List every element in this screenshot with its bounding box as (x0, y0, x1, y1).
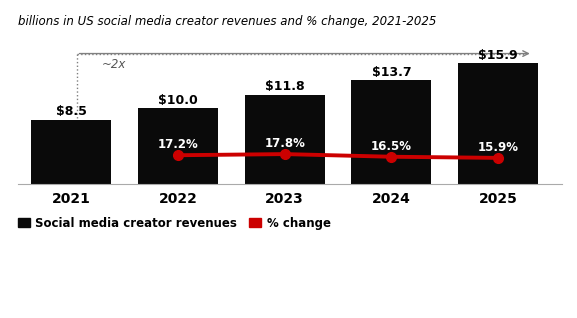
Bar (458, 63, 538, 184)
Text: ~2x: ~2x (102, 59, 126, 72)
Text: $11.8: $11.8 (265, 80, 305, 93)
Text: $10.0: $10.0 (158, 94, 198, 107)
Bar (351, 80, 432, 184)
Text: 15.9%: 15.9% (478, 141, 519, 154)
Text: $13.7: $13.7 (372, 66, 411, 79)
Text: 17.2%: 17.2% (158, 138, 198, 151)
Bar (138, 108, 218, 184)
Text: 17.8%: 17.8% (264, 137, 305, 150)
Text: 16.5%: 16.5% (371, 140, 412, 153)
Text: billions in US social media creator revenues and % change, 2021-2025: billions in US social media creator reve… (18, 15, 436, 28)
Text: $15.9: $15.9 (478, 49, 518, 62)
Text: $8.5: $8.5 (56, 106, 87, 118)
Legend: Social media creator revenues, % change: Social media creator revenues, % change (13, 212, 336, 234)
Bar (245, 94, 325, 184)
Bar (31, 120, 111, 184)
